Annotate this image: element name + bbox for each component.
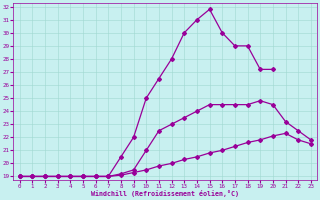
X-axis label: Windchill (Refroidissement éolien,°C): Windchill (Refroidissement éolien,°C) (91, 190, 239, 197)
